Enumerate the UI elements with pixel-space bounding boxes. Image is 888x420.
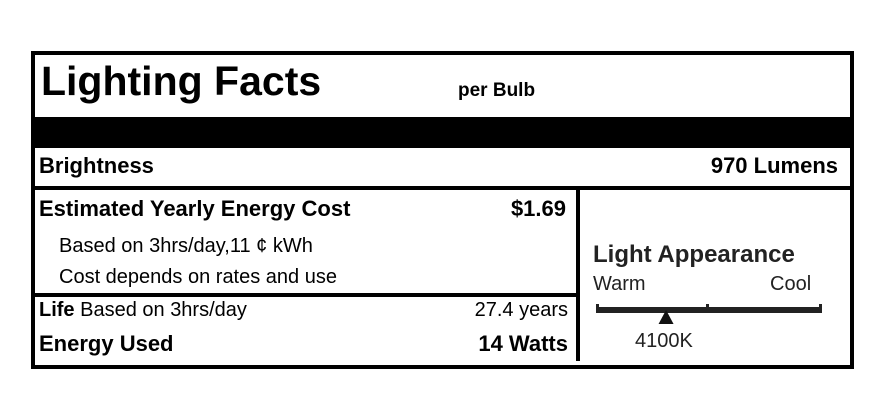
label-subtitle: per Bulb	[458, 80, 536, 101]
divider	[35, 293, 580, 297]
lighting-facts-label	[31, 51, 854, 369]
scale-tick	[596, 304, 599, 308]
energy-cost-value: $1.69	[510, 196, 566, 221]
divider	[35, 186, 850, 190]
brightness-value: 970 Lumens	[710, 153, 838, 178]
life-label-bold: Life	[39, 299, 75, 321]
light-appearance-scale	[596, 304, 822, 324]
scale-tick	[819, 304, 822, 308]
scale-marker	[658, 310, 674, 324]
energy-cost-note: Based on 3hrs/day,11 ¢ kWh	[59, 235, 313, 257]
energy-used-label: Energy Used	[39, 331, 174, 356]
energy-used-value: 14 Watts	[478, 331, 568, 356]
energy-cost-note: Cost depends on rates and use	[59, 266, 337, 288]
scale-bar	[596, 307, 822, 313]
cool-label: Cool	[770, 273, 812, 295]
color-temperature-value: 4100K	[635, 330, 693, 352]
light-appearance-title: Light Appearance	[593, 241, 795, 268]
life-label-suffix: Based on 3hrs/day	[74, 299, 247, 321]
label-title: Lighting Facts	[41, 58, 322, 104]
divider	[576, 190, 580, 361]
brightness-label: Brightness	[39, 153, 154, 178]
header-bar	[35, 117, 850, 148]
life-label: Life Based on 3hrs/day	[39, 299, 247, 322]
warm-label: Warm	[593, 273, 646, 295]
life-value: 27.4 years	[474, 299, 568, 321]
scale-tick	[706, 304, 709, 308]
energy-cost-label: Estimated Yearly Energy Cost	[39, 196, 351, 221]
